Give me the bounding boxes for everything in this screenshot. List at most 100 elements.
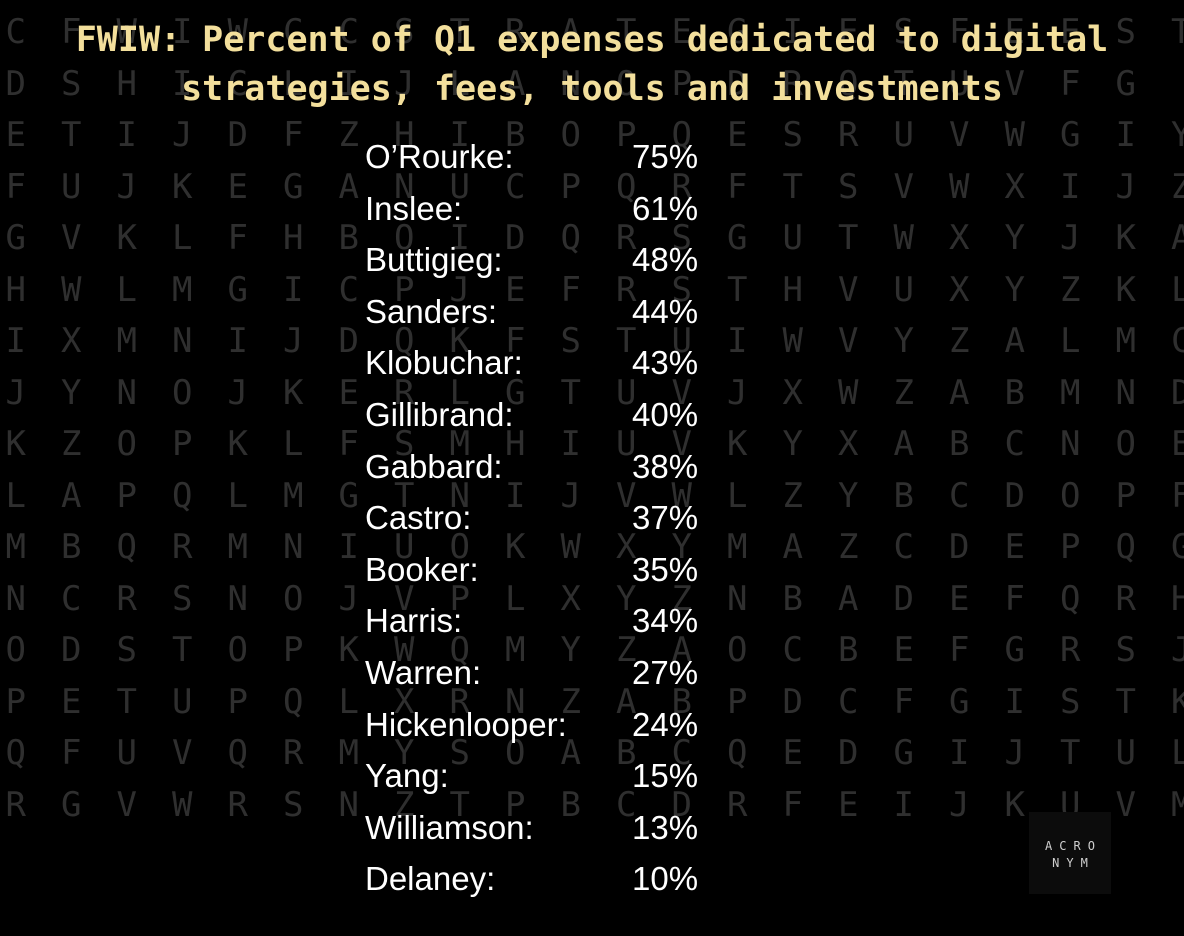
background-letter: B <box>616 733 637 773</box>
background-letter: B <box>671 681 692 722</box>
background-letter: K <box>505 527 526 567</box>
background-letter: N <box>227 578 248 619</box>
background-letter: L <box>283 63 304 104</box>
background-letter: F <box>505 321 526 361</box>
background-letter: I <box>227 321 248 361</box>
background-letter: M <box>338 733 359 773</box>
background-letter: D <box>1171 372 1184 413</box>
background-letter: B <box>782 578 803 619</box>
background-letter: P <box>671 63 692 104</box>
background-letter: J <box>394 63 415 104</box>
background-letter: C <box>1004 424 1025 464</box>
background-letter: A <box>838 578 859 619</box>
background-letter: N <box>116 372 137 413</box>
background-letter: J <box>1115 166 1136 207</box>
background-letter: G <box>283 166 304 207</box>
background-letter: P <box>5 681 26 722</box>
background-letter: X <box>560 578 581 619</box>
background-letter: R <box>116 578 137 619</box>
background-letter: D <box>671 784 692 825</box>
background-letter: T <box>1060 733 1081 773</box>
background-letter: C <box>671 733 692 773</box>
background-letter: V <box>949 115 970 155</box>
background-letter: E <box>1171 424 1184 464</box>
background-letter: X <box>1004 166 1025 207</box>
background-letter: M <box>449 424 470 464</box>
background-letter: U <box>671 321 692 361</box>
background-letter: M <box>1060 372 1081 413</box>
candidate-name: O’Rourke: <box>365 138 514 175</box>
background-letter: W <box>949 166 970 207</box>
background-letter: O <box>283 578 304 619</box>
expense-percent: 75% <box>632 138 699 175</box>
background-letter: L <box>283 424 304 464</box>
background-letter: C <box>893 527 914 567</box>
background-letter: P <box>449 578 470 619</box>
background-letter: I <box>560 424 581 464</box>
background-letter: J <box>949 784 970 825</box>
background-letter: R <box>782 63 803 104</box>
background-letter: F <box>782 784 803 825</box>
background-letter: M <box>727 527 748 567</box>
background-letter-row: CFWIWCCSTRATEGIESFEESTOOLS <box>0 6 1184 58</box>
background-letter: T <box>449 12 470 52</box>
background-letter: A <box>560 12 581 52</box>
background-letter-row: HWLMGICPJEFRSTHVUXYZKLB <box>0 264 1184 316</box>
background-letter: I <box>727 321 748 361</box>
background-letter: K <box>227 424 248 464</box>
background-letter: U <box>616 424 637 464</box>
background-letter: E <box>1004 12 1025 52</box>
background-letter: E <box>61 681 82 722</box>
background-letter: I <box>893 784 914 825</box>
background-letter: Q <box>449 630 470 670</box>
background-letter: F <box>949 12 970 52</box>
background-letter: R <box>616 269 637 310</box>
background-letter: S <box>283 784 304 825</box>
background-letter: Y <box>616 578 637 619</box>
background-letter: U <box>172 681 193 722</box>
background-letter: E <box>838 784 859 825</box>
background-letter: P <box>727 681 748 722</box>
background-letter: F <box>560 269 581 310</box>
background-letter: Z <box>838 527 859 567</box>
background-letter: L <box>1171 733 1184 773</box>
background-letter: D <box>5 63 26 104</box>
expense-percent: 48% <box>632 241 699 279</box>
table-row: Hickenlooper: 24% <box>365 702 725 754</box>
background-letter: J <box>338 578 359 619</box>
background-letter: D <box>838 733 859 773</box>
background-letter: V <box>671 372 692 413</box>
background-letter: M <box>172 269 193 310</box>
background-letter: Z <box>782 475 803 516</box>
background-letter: S <box>61 63 82 104</box>
background-letter: O <box>1060 475 1081 516</box>
background-letter: C <box>338 12 359 52</box>
background-letter: E <box>838 12 859 52</box>
table-row: Williamson: 13% <box>365 805 725 857</box>
background-letter: P <box>116 475 137 516</box>
expense-percent: 61% <box>632 189 699 227</box>
background-letter: C <box>283 12 304 52</box>
background-letter: J <box>116 166 137 207</box>
background-letter: W <box>560 527 581 567</box>
background-letter: O <box>1115 424 1136 464</box>
background-letter: Q <box>172 475 193 516</box>
background-letter: W <box>671 475 692 516</box>
background-letter: C <box>505 166 526 207</box>
background-letter: E <box>671 12 692 52</box>
background-letter: Z <box>616 630 637 670</box>
background-letter: R <box>449 681 470 722</box>
background-letter: N <box>5 578 26 619</box>
background-letter: L <box>1060 321 1081 361</box>
background-letter: K <box>1171 681 1184 722</box>
background-letter: L <box>449 372 470 413</box>
background-letter: B <box>1004 372 1025 413</box>
background-letter: X <box>949 269 970 310</box>
background-letter: R <box>227 784 248 825</box>
